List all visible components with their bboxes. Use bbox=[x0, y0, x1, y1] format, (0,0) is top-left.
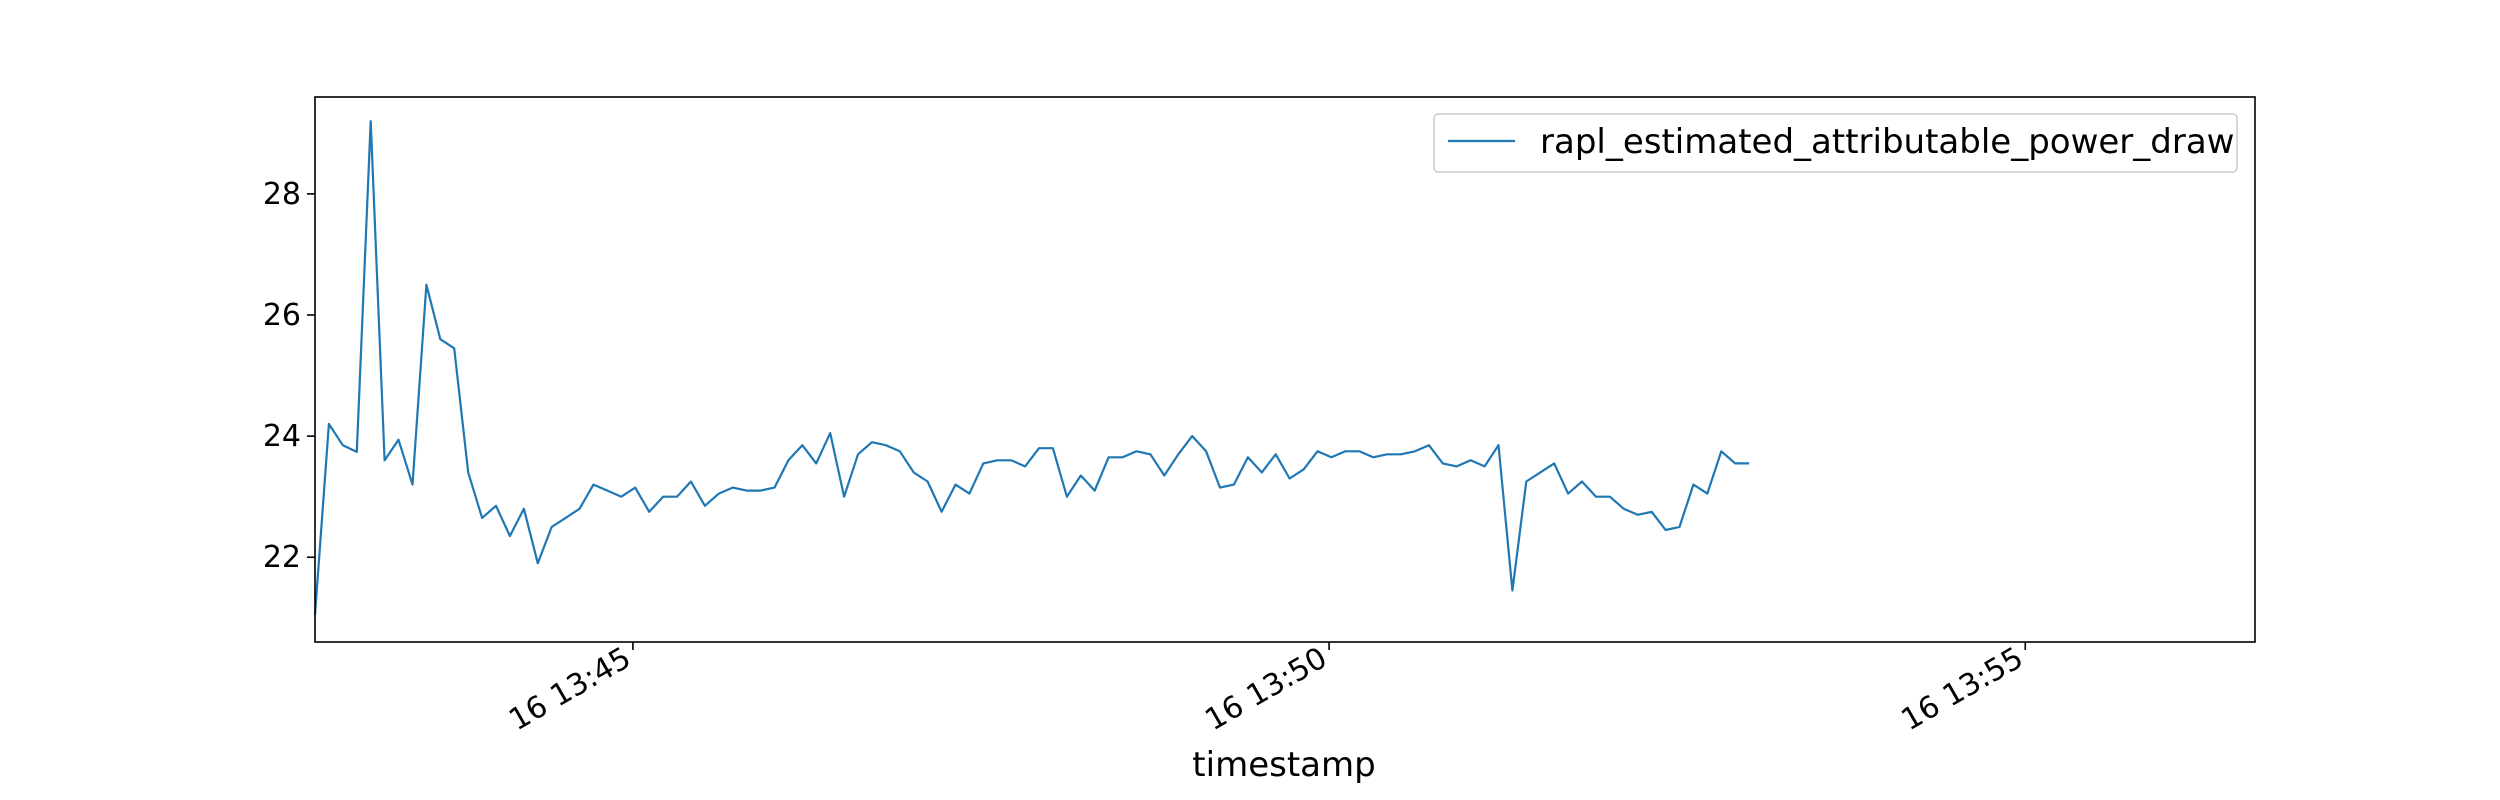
legend-box bbox=[1433, 113, 2238, 173]
x-axis-label: timestamp bbox=[1192, 745, 1375, 785]
y-tick-label: 28 bbox=[263, 177, 301, 212]
series-line bbox=[313, 120, 1750, 615]
y-tick-label: 24 bbox=[263, 419, 301, 454]
y-axis-ticks: 22 24 26 28 bbox=[263, 177, 315, 575]
x-tick-label: 16 13:55 bbox=[1896, 641, 2030, 738]
y-tick-label: 22 bbox=[263, 540, 301, 575]
x-axis-ticks: 16 13:45 16 13:50 16 13:55 bbox=[503, 641, 2029, 738]
x-tick-label: 16 13:45 bbox=[503, 641, 637, 738]
plot-frame bbox=[314, 96, 2256, 643]
x-tick-label: 16 13:50 bbox=[1199, 641, 1333, 738]
legend-label: rapl_estimated_attributable_power_draw bbox=[1540, 122, 2235, 162]
y-tick-label: 26 bbox=[263, 298, 301, 333]
plot-area bbox=[315, 97, 2255, 642]
legend: rapl_estimated_attributable_power_draw bbox=[1433, 113, 2238, 173]
